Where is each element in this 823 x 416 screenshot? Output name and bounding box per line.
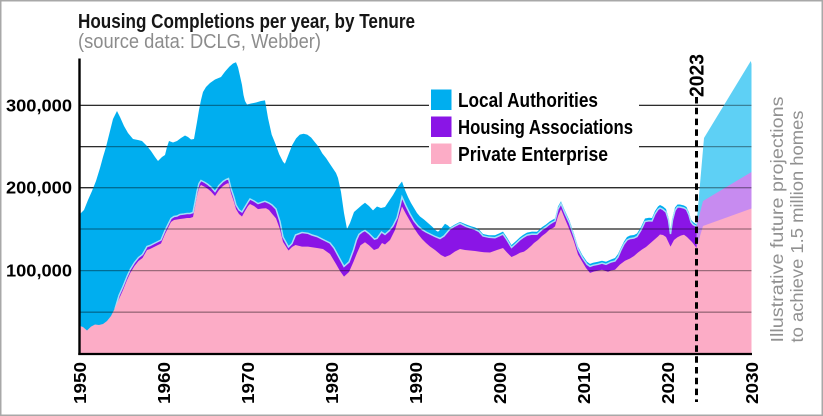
svg-text:Housing Completions per year,: Housing Completions per year, by Tenure [78, 11, 415, 33]
svg-text:200,000: 200,000 [6, 178, 72, 198]
svg-text:100,000: 100,000 [6, 261, 72, 281]
svg-text:Private Enterprise: Private Enterprise [458, 144, 608, 166]
svg-text:Illustrative future projection: Illustrative future projections [767, 96, 787, 342]
svg-text:Housing Associations: Housing Associations [458, 117, 633, 139]
svg-text:1980: 1980 [322, 362, 342, 404]
svg-text:to achieve 1.5 million homes: to achieve 1.5 million homes [787, 110, 807, 342]
svg-text:2010: 2010 [574, 362, 594, 404]
svg-text:300,000: 300,000 [6, 95, 72, 115]
svg-text:1970: 1970 [238, 362, 258, 404]
svg-text:1990: 1990 [406, 362, 426, 404]
svg-text:2030: 2030 [742, 362, 762, 404]
svg-text:2000: 2000 [490, 362, 510, 404]
svg-text:2020: 2020 [658, 362, 678, 404]
svg-text:(source data: DCLG, Webber): (source data: DCLG, Webber) [78, 31, 321, 53]
svg-text:Local Authorities: Local Authorities [458, 90, 598, 112]
svg-text:2023: 2023 [687, 54, 709, 97]
svg-text:1950: 1950 [70, 362, 90, 404]
svg-text:1960: 1960 [154, 362, 174, 404]
